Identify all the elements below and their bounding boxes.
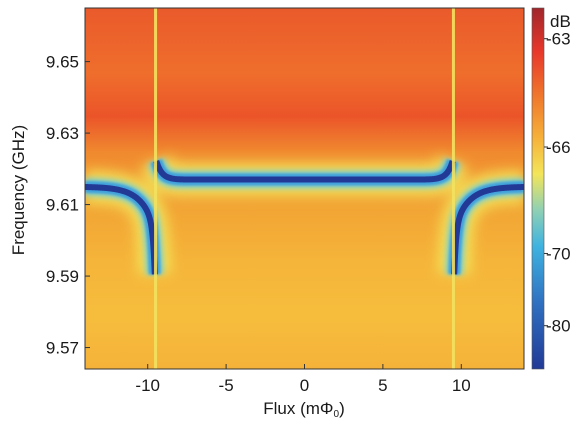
plot-area bbox=[85, 8, 524, 369]
colorbar-ticks: -63 -66 -70 -80 bbox=[544, 30, 571, 336]
x-axis-title-main: Flux (mΦ bbox=[263, 399, 333, 418]
y-tick-label: 9.63 bbox=[46, 124, 79, 143]
resonance-band-dark bbox=[85, 159, 524, 275]
x-tick-label: -10 bbox=[135, 376, 160, 395]
x-axis-title: Flux (mΦ0) bbox=[263, 399, 344, 420]
y-tick-label: 9.59 bbox=[46, 267, 79, 286]
colorbar-tick-label: -66 bbox=[546, 138, 571, 157]
colorbar-tick-label: -70 bbox=[546, 244, 571, 263]
x-tick-label: 10 bbox=[452, 376, 471, 395]
y-axis: 9.57 9.59 9.61 9.63 9.65 bbox=[46, 53, 90, 358]
colorbar-tick-label: -63 bbox=[546, 30, 571, 49]
x-tick-label: -5 bbox=[219, 376, 234, 395]
y-tick-label: 9.65 bbox=[46, 53, 79, 72]
x-tick-label: 5 bbox=[378, 376, 387, 395]
x-tick-label: 0 bbox=[300, 376, 309, 395]
y-axis-title: Frequency (GHz) bbox=[9, 125, 28, 255]
x-axis-title-sub: 0 bbox=[334, 409, 340, 420]
y-tick-label: 9.57 bbox=[46, 339, 79, 358]
y-tick-label: 9.61 bbox=[46, 196, 79, 215]
colorbar-unit-label: dB bbox=[550, 12, 571, 31]
colorbar bbox=[531, 7, 545, 370]
x-axis: -10 -5 0 5 10 bbox=[135, 364, 471, 395]
colorbar-tick-label: -80 bbox=[546, 317, 571, 336]
x-axis-title-close: ) bbox=[339, 399, 345, 418]
